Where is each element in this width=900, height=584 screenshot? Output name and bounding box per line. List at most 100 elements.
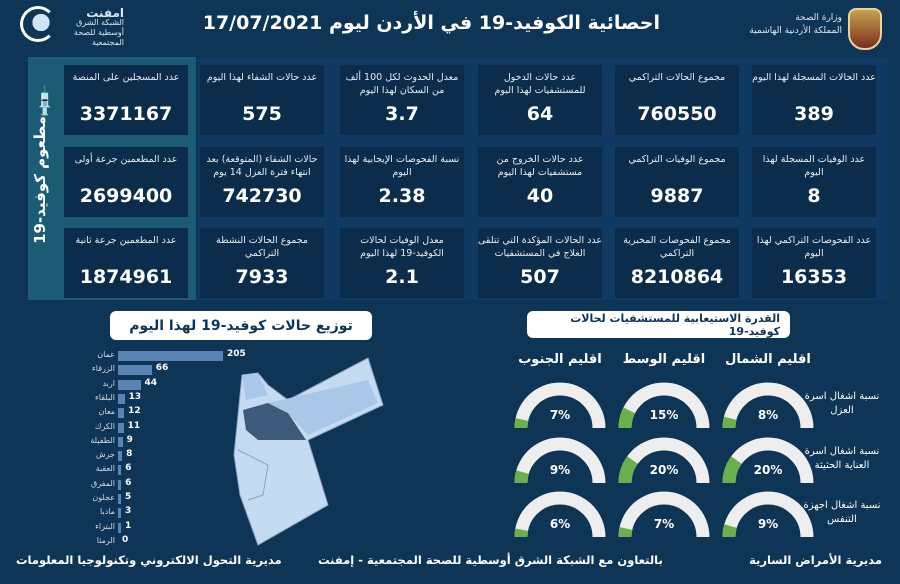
bar-value: 11 — [127, 420, 141, 431]
gauge-track — [514, 491, 606, 538]
region-header: اقليم الوسط — [622, 352, 706, 367]
region-header: اقليم الجنوب — [518, 352, 602, 367]
bar-value: 44 — [144, 377, 158, 388]
stat-label: عدد الحالات المسجلة لهذا اليوم — [752, 72, 876, 83]
bar — [118, 494, 121, 504]
occupancy-gauge: 8% — [722, 382, 814, 430]
stat-value: 389 — [794, 103, 834, 125]
occupancy-gauge: 6% — [514, 491, 606, 539]
stat-value: 9887 — [650, 185, 704, 207]
bar-value: 205 — [227, 349, 246, 359]
bar-label: البتراء — [95, 521, 115, 531]
stat-value: 742730 — [222, 185, 302, 207]
stat-label: عدد المطعمين جرعة ثانية — [75, 235, 177, 246]
bar — [118, 436, 123, 447]
stat-value: 2.1 — [385, 266, 419, 288]
stat-card: عدد حالات الخروج من مستشفيات لهذا اليوم 4… — [478, 147, 602, 217]
bar-row: الكرك 11 — [60, 420, 260, 434]
stat-label: عدد المطعمين جرعة أولى — [74, 154, 178, 165]
stat-value: 3371167 — [79, 103, 173, 125]
stat-card: مجموع الوفيات التراكمي 9887 — [615, 147, 739, 217]
capacity-row-label: نسبة اشغال اجهزة التنفس — [803, 500, 881, 525]
stat-label: مجموع الحالات التراكمي — [628, 72, 726, 83]
stat-value: 507 — [520, 266, 560, 288]
occupancy-gauge: 20% — [722, 437, 814, 485]
occupancy-gauge: 7% — [514, 382, 606, 430]
stat-card: عدد الحالات المسجلة لهذا اليوم 389 — [752, 65, 876, 135]
bar-value: 5 — [125, 492, 132, 502]
stat-label: نسبة الفحوصات الإيجابية لهذا اليوم — [344, 154, 460, 178]
bar-value: 0 — [122, 534, 129, 545]
occupancy-gauge: 15% — [618, 382, 710, 430]
page-title: احصائية الكوفيد-19 في الأردن ليوم 17/07/… — [202, 12, 660, 34]
stat-card: معدل الحدوث لكل 100 ألف من السكان لهذا ا… — [340, 65, 464, 135]
occupancy-gauge: 20% — [618, 437, 710, 485]
gauge-fill — [618, 407, 636, 429]
emphnet-logo — [20, 6, 56, 42]
bar-label: عمان — [97, 350, 115, 359]
stat-value: 64 — [526, 103, 554, 125]
stat-value: 40 — [526, 185, 554, 207]
stat-value: 760550 — [637, 103, 717, 125]
bar-label: معان — [98, 407, 115, 417]
stat-label: مجموع الفحوصات المخبرية التراكمي — [623, 235, 731, 259]
gauge-value: 20% — [649, 463, 679, 477]
bar-label: عجلون — [92, 493, 115, 502]
bar-row: البتراء 1 — [60, 520, 260, 534]
bar-label: اربد — [102, 378, 115, 388]
gauge-value: 15% — [649, 408, 679, 422]
stat-card: نسبة الفحوصات الإيجابية لهذا اليوم 2.38 — [340, 147, 464, 217]
stat-value: 575 — [242, 103, 282, 125]
gauge-value: 9% — [549, 463, 571, 477]
map-region-irbid — [242, 373, 268, 400]
bar — [118, 479, 122, 490]
stat-value: 8 — [807, 185, 821, 207]
footer-right: مديرية الأمراض السارية — [749, 553, 882, 567]
stat-label: عدد حالات الخروج من مستشفيات لهذا اليوم — [496, 154, 584, 178]
gauge-value: 7% — [653, 517, 675, 531]
bar-label: الزرقاء — [92, 364, 115, 374]
bar-value: 6 — [125, 463, 132, 474]
ministry-name: وزارة الصحة المملكة الأردنية الهاشمية — [749, 12, 842, 38]
gauge-fill — [514, 528, 529, 538]
capacity-row-label: نسبة اشغال اسرة العزل — [804, 391, 880, 416]
bar-value: 1 — [125, 520, 132, 531]
stat-value: 2699400 — [79, 185, 173, 207]
bar — [118, 365, 152, 376]
stat-value: 8210864 — [630, 266, 724, 288]
stat-card: مجموع الحالات التراكمي 760550 — [615, 65, 739, 135]
bar — [118, 465, 122, 476]
bar — [118, 408, 125, 419]
stat-label: معدل الحدوث لكل 100 ألف من السكان لهذا ا… — [345, 72, 459, 96]
bar — [118, 451, 123, 462]
stat-label: عدد المسجلين على المنصة — [72, 72, 180, 83]
stat-card: عدد الوفيات المسجلة لهذا اليوم 8 — [752, 147, 876, 217]
bar-value: 13 — [128, 391, 142, 402]
bar-row: البلقاء 13 — [60, 391, 260, 405]
gauge-value: 9% — [757, 517, 779, 531]
bar-label: الكرك — [94, 421, 115, 431]
bar — [118, 351, 223, 361]
bar-row: العقبة 6 — [60, 463, 260, 476]
bar-value: 9 — [126, 434, 133, 445]
stat-value: 3.7 — [385, 103, 419, 125]
emphnet-text: امفنت الشبكة الشرق أوسطية للصحة المجتمعية — [60, 7, 124, 48]
gauge-fill — [722, 416, 737, 429]
bar-row: مادبا 3 — [60, 506, 260, 519]
gauge-fill — [514, 418, 529, 429]
distribution-title: توزيع حالات كوفيد-19 لهذا اليوم — [110, 311, 372, 340]
gauge-fill — [514, 470, 529, 484]
gauge-track — [514, 382, 606, 429]
occupancy-gauge: 7% — [618, 491, 710, 539]
bar-row: المفرق 6 — [60, 478, 260, 491]
bar — [118, 393, 125, 404]
stat-label: مجموع الوفيات التراكمي — [628, 154, 726, 165]
gauge-value: 8% — [757, 408, 779, 422]
stat-label: عدد الوفيات المسجلة لهذا اليوم — [762, 154, 866, 178]
stat-label: عدد حالات الدخول للمستشفيات لهذا اليوم — [494, 72, 586, 96]
stat-label: عدد الفحوصات التراكمي لهذا اليوم — [756, 235, 872, 259]
stat-card: عدد حالات الدخول للمستشفيات لهذا اليوم 64 — [478, 65, 602, 135]
bar-row: الزرقاء 66 — [60, 363, 260, 376]
gauge-value: 20% — [753, 463, 783, 477]
map-region-zarqa — [268, 380, 378, 435]
